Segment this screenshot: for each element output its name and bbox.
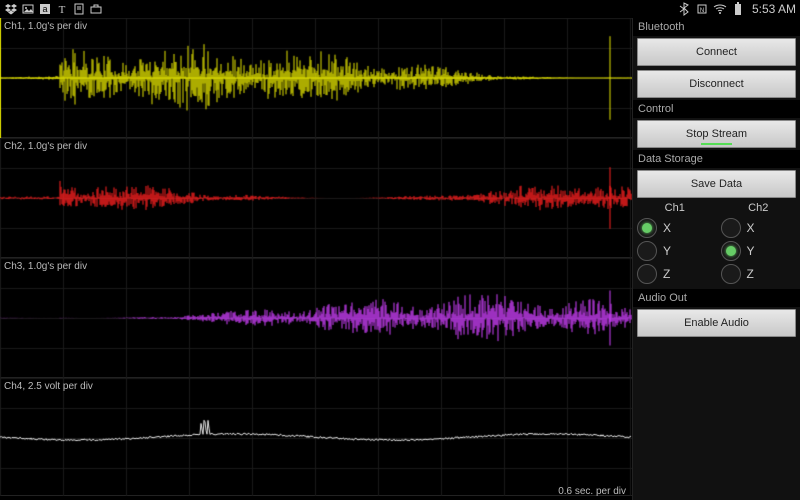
ch1-radio-x[interactable]: X <box>637 218 713 238</box>
channel-label: Ch4, 2.5 volt per div <box>4 381 93 392</box>
disconnect-button[interactable]: Disconnect <box>637 70 796 98</box>
stop-stream-button[interactable]: Stop Stream <box>637 120 796 148</box>
oscilloscope-area: Ch1, 1.0g's per div Ch2, 1.0g's per div Ch… <box>0 18 633 500</box>
radio-label: X <box>747 221 755 235</box>
ch2-column: Ch2 XYZ <box>721 202 797 287</box>
clock-text: 5:53 AM <box>752 2 796 16</box>
ch1-radio-z[interactable]: Z <box>637 264 713 284</box>
wifi-icon <box>713 2 727 16</box>
channel-2: Ch2, 1.0g's per div <box>0 138 632 258</box>
save-data-button[interactable]: Save Data <box>637 170 796 198</box>
bluetooth-icon <box>677 2 691 16</box>
channel-3: Ch3, 1.0g's per div <box>0 258 632 378</box>
case-icon <box>89 2 103 16</box>
radio-label: Z <box>747 267 754 281</box>
status-right: N 5:53 AM <box>677 2 796 16</box>
control-header: Control <box>633 100 800 118</box>
connect-button[interactable]: Connect <box>637 38 796 66</box>
radio-icon <box>721 241 741 261</box>
nfc-icon: N <box>695 2 709 16</box>
svg-text:N: N <box>700 8 704 14</box>
audio-header: Audio Out <box>633 289 800 307</box>
ch2-radio-z[interactable]: Z <box>721 264 797 284</box>
channel-4: Ch4, 2.5 volt per div <box>0 378 632 496</box>
channel-1: Ch1, 1.0g's per div <box>0 18 632 138</box>
channel-label: Ch3, 1.0g's per div <box>4 261 87 272</box>
radio-label: Y <box>747 244 755 258</box>
image-icon <box>21 2 35 16</box>
storage-header: Data Storage <box>633 150 800 168</box>
radio-label: Y <box>663 244 671 258</box>
radio-label: X <box>663 221 671 235</box>
channel-select: Ch1 XYZ Ch2 XYZ <box>633 200 800 289</box>
ch1-column: Ch1 XYZ <box>637 202 713 287</box>
radio-label: Z <box>663 267 670 281</box>
svg-text:T: T <box>59 4 66 15</box>
ch2-title: Ch2 <box>721 202 797 214</box>
enable-audio-button[interactable]: Enable Audio <box>637 309 796 337</box>
battery-icon <box>731 2 745 16</box>
ch2-radio-x[interactable]: X <box>721 218 797 238</box>
svg-text:a: a <box>42 4 47 14</box>
radio-icon <box>637 264 657 284</box>
amazon-icon: a <box>38 2 52 16</box>
note-icon <box>72 2 86 16</box>
channel-label: Ch1, 1.0g's per div <box>4 21 87 32</box>
nytimes-icon: T <box>55 2 69 16</box>
waveform-canvas <box>0 18 632 138</box>
ch1-radio-y[interactable]: Y <box>637 241 713 261</box>
status-bar: a T N 5:53 AM <box>0 0 800 18</box>
status-left-icons: a T <box>4 2 103 16</box>
dropbox-icon <box>4 2 18 16</box>
channel-label: Ch2, 1.0g's per div <box>4 141 87 152</box>
time-div-label: 0.6 sec. per div <box>558 486 626 497</box>
waveform-canvas <box>0 378 632 496</box>
bluetooth-header: Bluetooth <box>633 18 800 36</box>
waveform-canvas <box>0 138 632 258</box>
ch2-radio-y[interactable]: Y <box>721 241 797 261</box>
waveform-canvas <box>0 258 632 378</box>
sidebar: Bluetooth Connect Disconnect Control Sto… <box>633 18 800 500</box>
ch1-title: Ch1 <box>637 202 713 214</box>
radio-icon <box>637 218 657 238</box>
radio-icon <box>637 241 657 261</box>
radio-icon <box>721 218 741 238</box>
radio-icon <box>721 264 741 284</box>
